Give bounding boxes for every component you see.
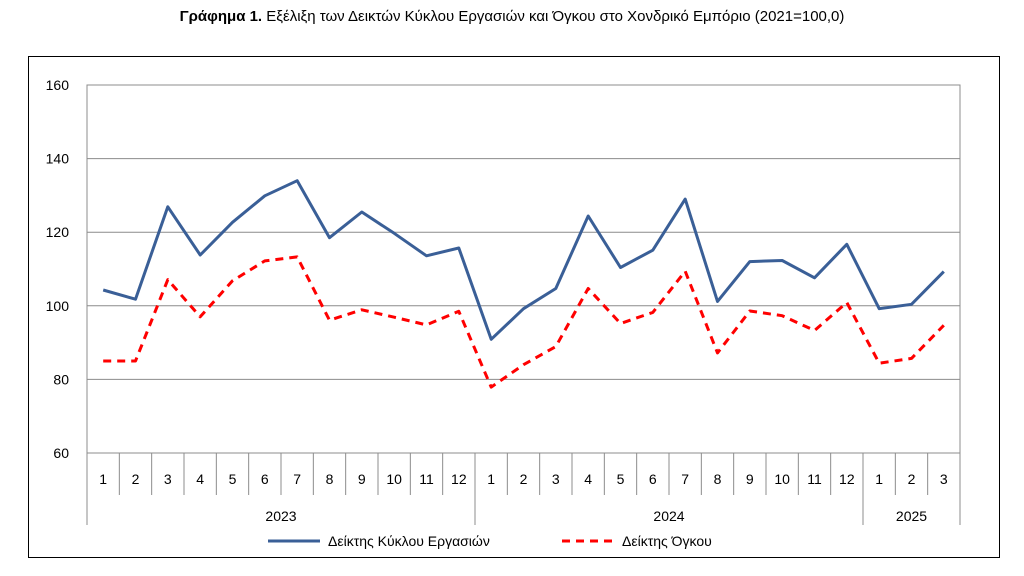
plot-border xyxy=(86,84,961,454)
x-tick-label: 5 xyxy=(229,471,237,487)
x-tick-label: 7 xyxy=(293,471,301,487)
x-tick-label: 3 xyxy=(164,471,172,487)
y-tick-label: 100 xyxy=(46,298,70,314)
y-tick-label: 140 xyxy=(46,151,70,167)
x-tick-label: 11 xyxy=(807,471,822,487)
x-tick-label: 11 xyxy=(419,471,434,487)
x-tick-label: 8 xyxy=(326,471,334,487)
year-label: 2025 xyxy=(896,508,927,524)
x-tick-label: 8 xyxy=(714,471,722,487)
grid-layer xyxy=(87,84,960,380)
y-tick-label: 160 xyxy=(46,77,70,93)
year-label: 2023 xyxy=(265,508,296,524)
legend: Δείκτης Κύκλου Εργασιών Δείκτης Όγκου xyxy=(268,533,712,549)
x-tick-label: 12 xyxy=(451,471,467,487)
x-tick-label: 2 xyxy=(908,471,916,487)
x-tick-label: 10 xyxy=(774,471,790,487)
x-tick-label: 4 xyxy=(196,471,204,487)
chart-frame xyxy=(28,56,1000,558)
x-tick-label: 9 xyxy=(358,471,366,487)
x-tick-label: 6 xyxy=(649,471,657,487)
x-tick-label: 7 xyxy=(681,471,689,487)
x-tick-label: 10 xyxy=(386,471,402,487)
x-tick-label: 1 xyxy=(99,471,107,487)
series-line-volume xyxy=(103,255,945,389)
x-tick-label: 1 xyxy=(487,471,495,487)
x-tick-label: 9 xyxy=(746,471,754,487)
legend-item-volume-label: Δείκτης Όγκου xyxy=(622,533,712,549)
legend-item-turnover-label: Δείκτης Κύκλου Εργασιών xyxy=(328,533,490,549)
series-layer xyxy=(102,179,945,389)
x-tick-label: 12 xyxy=(839,471,855,487)
year-label: 2024 xyxy=(653,508,684,524)
chart-title-text: Εξέλιξη των Δεικτών Κύκλου Εργασιών και … xyxy=(266,8,845,25)
x-tick-label: 2 xyxy=(132,471,140,487)
x-tick-label: 3 xyxy=(940,471,948,487)
y-tick-label: 60 xyxy=(53,445,69,461)
x-tick-label: 1 xyxy=(875,471,883,487)
chart-title-bold: Γράφημα 1. xyxy=(179,8,263,25)
y-tick-label: 80 xyxy=(53,371,69,387)
chart-title: Γράφημα 1. Εξέλιξη των Δεικτών Κύκλου Ερ… xyxy=(0,8,1024,25)
x-tick-label: 3 xyxy=(552,471,560,487)
x-tick-label: 5 xyxy=(617,471,625,487)
series-line-turnover xyxy=(102,179,945,341)
y-tick-label: 120 xyxy=(46,224,70,240)
x-tick-label: 4 xyxy=(584,471,592,487)
x-tick-label: 2 xyxy=(520,471,528,487)
x-tick-label: 6 xyxy=(261,471,269,487)
